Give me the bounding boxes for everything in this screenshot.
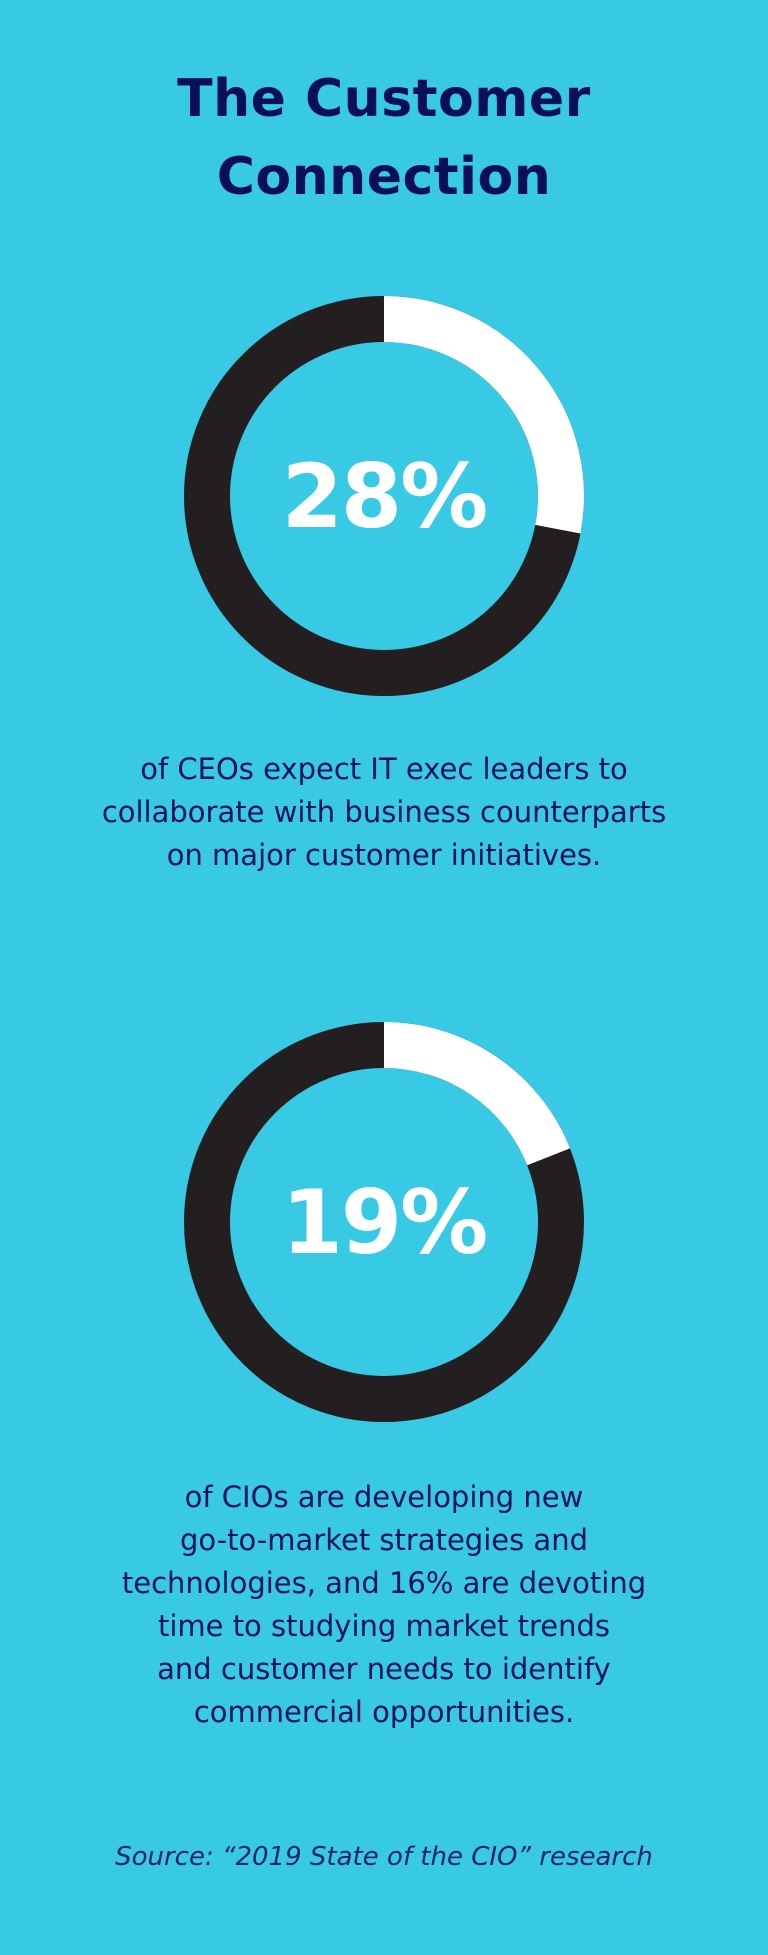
donut-percent-label: 19% (281, 1170, 489, 1274)
caption-line: of CEOs expect IT exec leaders to (140, 752, 628, 786)
donut-highlight-arc (383, 296, 584, 534)
caption-line: go-to-market strategies and (180, 1523, 588, 1557)
title-line-1: The Customer (177, 69, 591, 129)
stat-caption-ceos: of CEOs expect IT exec leaders to collab… (0, 748, 768, 877)
page-title: The Customer Connection (0, 60, 768, 216)
donut-chart-cios: 19% (182, 1020, 586, 1424)
caption-line: and customer needs to identify (157, 1652, 611, 1686)
caption-line: time to studying market trends (157, 1609, 611, 1643)
donut-ring (184, 1022, 584, 1422)
caption-line: of CIOs are developing new (184, 1480, 584, 1514)
donut-ring (184, 296, 584, 696)
caption-line: on major customer initiatives. (166, 838, 602, 872)
donut-highlight-arc (383, 1022, 570, 1166)
caption-line: commercial opportunities. (193, 1695, 575, 1729)
caption-line: collaborate with business counterparts (101, 795, 667, 829)
donut-percent-label: 28% (281, 444, 489, 548)
source-note: Source: “2019 State of the CIO” research (115, 1842, 653, 1872)
donut-chart-ceos: 28% (182, 294, 586, 698)
caption-line: technologies, and 16% are devoting (121, 1566, 647, 1600)
stat-caption-cios: of CIOs are developing new go-to-market … (0, 1476, 768, 1734)
title-line-2: Connection (216, 147, 552, 207)
